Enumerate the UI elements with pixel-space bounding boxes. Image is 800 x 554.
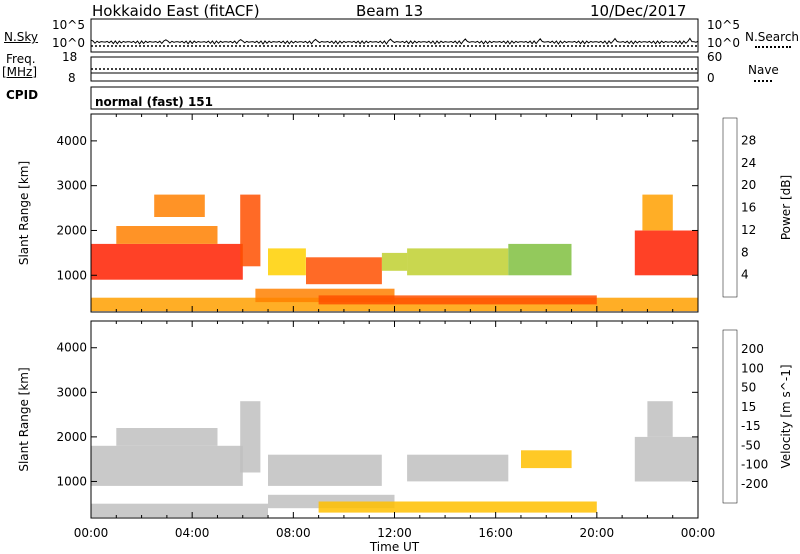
velocity-ytick-label-2000: 2000: [56, 430, 87, 444]
velocity-colorbar-label: Velocity [m s^-1]: [779, 364, 793, 468]
power-colorbar-tick-6: 4: [741, 268, 749, 282]
velocity-region-2: [240, 401, 261, 473]
power-region-3: [240, 194, 261, 267]
noise-panel-frame: [90, 18, 699, 53]
velocity-colorbar-tick-1: 100: [741, 361, 764, 375]
power-colorbar-frame: [722, 117, 738, 298]
nave-label: Nave: [748, 63, 779, 77]
noise-tick-bottom-left: 10^0: [52, 36, 85, 50]
velocity-colorbar-tick-6: -100: [741, 458, 768, 472]
xtick-label-0: 00:00: [74, 526, 109, 540]
noise-tick-top-right: 10^5: [707, 18, 740, 32]
power-ytick-label-2000: 2000: [56, 223, 87, 237]
velocity-region-7: [647, 401, 673, 437]
velocity-colorbar-tick-2: 50: [741, 381, 756, 395]
nave-legend-line: [754, 80, 772, 82]
power-ytick-label-3000: 3000: [56, 179, 87, 193]
velocity-ytick-label-3000: 3000: [56, 385, 87, 399]
power-ytick-label-4000: 4000: [56, 134, 87, 148]
nave-tick-bottom: 0: [707, 71, 715, 85]
velocity-colorbar-tick-0: 200: [741, 342, 764, 356]
power-region-8: [508, 243, 572, 276]
power-colorbar-tick-5: 8: [741, 245, 749, 259]
power-colorbar-tick-2: 20: [741, 178, 756, 192]
velocity-panel-frame: [90, 320, 699, 519]
power-region-7: [407, 248, 509, 276]
power-region-10: [642, 194, 673, 231]
power-colorbar-tick-3: 16: [741, 201, 756, 215]
noise-tick-bottom-right: 10^0: [707, 36, 740, 50]
velocity-colorbar-tick-5: -50: [741, 438, 761, 452]
velocity-region-10: [91, 503, 268, 518]
power-colorbar-tick-0: 28: [741, 133, 756, 147]
power-region-1: [116, 226, 218, 244]
velocity-colorbar-frame: [722, 329, 738, 504]
power-region-9: [634, 230, 698, 276]
velocity-colorbar-tick-7: -200: [741, 477, 768, 491]
velocity-ylabel: Slant Range [km]: [17, 367, 31, 471]
xtick-label-3: 12:00: [377, 526, 412, 540]
nsearch-legend-line: [755, 46, 791, 48]
power-region-13: [318, 295, 597, 305]
velocity-ytick-label-4000: 4000: [56, 341, 87, 355]
freq-panel-frame: [90, 56, 699, 82]
velocity-region-4: [407, 454, 509, 482]
xaxis-label: Time UT: [369, 540, 420, 554]
power-colorbar-tick-4: 12: [741, 223, 756, 237]
power-region-2: [154, 194, 205, 217]
cpid-value: normal (fast) 151: [95, 95, 213, 109]
station-title: Hokkaido East (fitACF): [92, 2, 260, 20]
velocity-region-6: [634, 436, 698, 482]
freq-label-line1: Freq.: [6, 52, 36, 66]
power-ylabel: Slant Range [km]: [17, 161, 31, 265]
freq-tick-bottom: 8: [68, 71, 76, 85]
xtick-label-4: 16:00: [478, 526, 513, 540]
velocity-region-1: [116, 428, 218, 446]
beam-label: Beam 13: [356, 2, 424, 20]
power-ytick-label-1000: 1000: [56, 268, 87, 282]
power-colorbar-label: Power [dB]: [779, 175, 793, 240]
nsky-label: N.Sky: [4, 30, 39, 44]
noise-tick-top-left: 10^5: [52, 18, 85, 32]
power-region-4: [268, 248, 306, 276]
velocity-colorbar-tick-3: 15: [741, 400, 756, 414]
velocity-region-9: [318, 501, 597, 513]
xtick-label-6: 00:00: [681, 526, 716, 540]
noise-sky-line: [90, 37, 699, 45]
velocity-region-3: [268, 454, 382, 486]
power-region-5: [306, 257, 382, 285]
nsearch-label: N.Search: [745, 30, 800, 44]
cpid-label: CPID: [6, 88, 39, 102]
power-region-0: [91, 243, 243, 280]
freq-tick-top: 18: [62, 50, 78, 64]
velocity-colorbar-tick-4: -15: [741, 419, 761, 433]
velocity-region-0: [91, 445, 243, 486]
date-label: 10/Dec/2017: [590, 2, 687, 20]
xtick-label-5: 20:00: [580, 526, 615, 540]
velocity-ytick-label-1000: 1000: [56, 474, 87, 488]
freq-label-line2: [MHz]: [2, 65, 38, 79]
xtick-label-2: 08:00: [276, 526, 311, 540]
xtick-label-1: 04:00: [175, 526, 210, 540]
nave-tick-top: 60: [707, 50, 723, 64]
velocity-region-5: [521, 450, 572, 469]
cpid-panel-frame: [90, 86, 699, 110]
power-region-6: [381, 252, 408, 271]
power-colorbar-tick-1: 24: [741, 156, 756, 170]
